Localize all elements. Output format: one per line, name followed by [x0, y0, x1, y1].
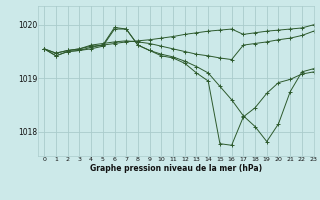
X-axis label: Graphe pression niveau de la mer (hPa): Graphe pression niveau de la mer (hPa): [90, 164, 262, 173]
